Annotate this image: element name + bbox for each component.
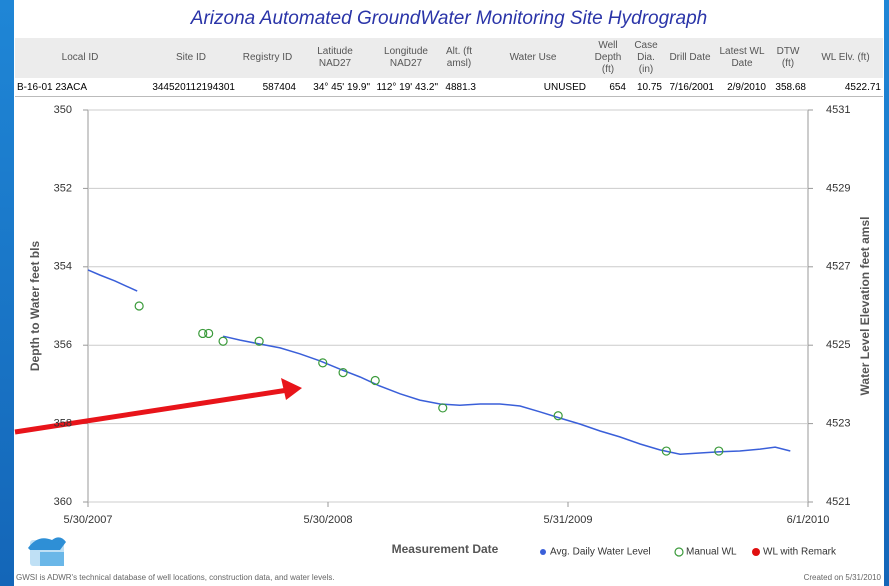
data-point	[254, 336, 264, 346]
cell: 358.68	[768, 78, 808, 97]
cell: 4881.3	[440, 78, 478, 97]
cell: 4522.71	[808, 78, 883, 97]
cell: 2/9/2010	[716, 78, 768, 97]
panel	[14, 0, 884, 586]
red-arrow	[14, 378, 302, 435]
column-header: Longitude NAD27	[372, 38, 440, 78]
column-header: Site ID	[145, 38, 237, 78]
title: Arizona Automated GroundWater Monitoring…	[190, 8, 708, 29]
y-tick-label: 354	[54, 261, 72, 273]
data-point	[553, 411, 563, 421]
cell: 587404	[237, 78, 298, 97]
legend-marker	[674, 547, 684, 557]
column-header: DTW (ft)	[768, 38, 808, 78]
y2-axis-label: Water Level Elevation feet amsl	[858, 217, 872, 396]
x-tick-label: 5/30/2007	[64, 514, 113, 526]
column-header: Latest WL Date	[716, 38, 768, 78]
column-header: WL Elv. (ft)	[808, 38, 883, 78]
y2-tick-label: 4529	[826, 182, 850, 194]
cell: 10.75	[628, 78, 664, 97]
data-point	[661, 446, 671, 456]
data-point	[218, 336, 228, 346]
y2-tick-label: 4531	[826, 104, 850, 116]
column-header: Registry ID	[237, 38, 298, 78]
cell: 344520112194301	[145, 78, 237, 97]
footer-note: GWSI is ADWR's technical database of wel…	[16, 573, 335, 582]
column-header: Well Depth (ft)	[588, 38, 628, 78]
cell: 34° 45' 19.9"	[298, 78, 372, 97]
cell: 7/16/2001	[664, 78, 716, 97]
y2-tick-label: 4527	[826, 261, 850, 273]
cell: UNUSED	[478, 78, 588, 97]
y2-tick-label: 4521	[826, 496, 850, 508]
x-tick-label: 5/31/2009	[544, 514, 593, 526]
plot-frame	[87, 109, 809, 503]
site-table: Local ID Site ID Registry ID Latitude NAD27…	[15, 38, 883, 97]
column-header: Water Use	[478, 38, 588, 78]
data-point	[714, 446, 724, 456]
column-header: Local ID	[15, 38, 145, 78]
cell: 112° 19' 43.2"	[372, 78, 440, 97]
legend-label: Avg. Daily Water Level	[550, 547, 651, 558]
data-point	[318, 358, 328, 368]
data-point	[204, 328, 214, 339]
y-tick-label: 352	[54, 182, 72, 194]
y2-tick-label: 4523	[826, 418, 850, 430]
data-point	[198, 328, 208, 339]
data-line	[87, 269, 791, 455]
logo	[28, 537, 66, 566]
legend-marker	[540, 549, 546, 555]
y-tick-label: 356	[54, 339, 72, 351]
x-tick-label: 5/30/2008	[304, 514, 353, 526]
y-tick-label: 350	[54, 104, 72, 116]
cell: 654	[588, 78, 628, 97]
column-header: Latitude NAD27	[298, 38, 372, 78]
column-header: Case Dia. (in)	[628, 38, 664, 78]
data-point	[370, 375, 380, 386]
column-header: Alt. (ft amsl)	[440, 38, 478, 78]
data-point	[134, 301, 144, 311]
legend-label: WL with Remark	[763, 547, 837, 558]
y-tick-label: 358	[54, 418, 72, 430]
y-tick-label: 360	[54, 496, 72, 508]
legend-marker	[752, 548, 760, 556]
x-tick-label: 6/1/2010	[787, 514, 830, 526]
cell: B-16-01 23ACA	[15, 78, 145, 97]
column-header: Drill Date	[664, 38, 716, 78]
data-point	[338, 368, 348, 378]
y2-tick-label: 4525	[826, 339, 850, 351]
data-point	[438, 403, 448, 413]
legend-label: Manual WL	[686, 547, 737, 558]
footer-date: Created on 5/31/2010	[803, 573, 881, 582]
y-axis-label: Depth to Water feet bls	[28, 241, 42, 372]
x-axis-label: Measurement Date	[392, 542, 499, 556]
